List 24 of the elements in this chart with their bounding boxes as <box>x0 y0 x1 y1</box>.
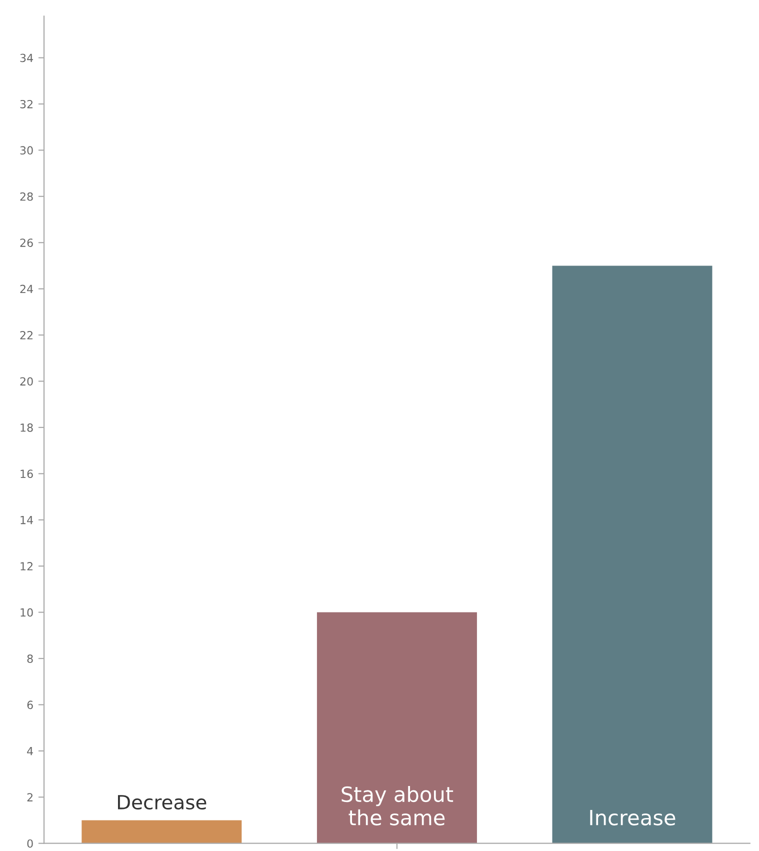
y-tick-label: 14 <box>20 516 33 524</box>
bar <box>552 266 712 844</box>
y-tick-label: 24 <box>20 284 33 294</box>
y-tick-label: 20 <box>20 377 33 386</box>
y-tick-label: 28 <box>20 192 33 201</box>
x-tick-label: Increase <box>590 810 676 826</box>
y-tick-label: 32 <box>20 100 32 108</box>
y-tick-label: 2 <box>27 793 32 802</box>
y-tick-label: 8 <box>27 654 33 663</box>
y-tick-label: 34 <box>20 54 33 62</box>
y-tick-label: 0 <box>27 839 33 848</box>
y-tick-label: 18 <box>20 423 33 432</box>
y-tick-label: 4 <box>27 747 33 756</box>
y-tick-label: 12 <box>20 562 32 570</box>
y-tick-label: 26 <box>20 238 33 247</box>
x-tick-label: Stay about the same <box>342 786 454 826</box>
bar <box>316 612 477 844</box>
y-tick-label: 22 <box>20 331 32 340</box>
y-tick-label: 6 <box>27 700 33 710</box>
bar <box>82 820 242 844</box>
x-tick-label: Decrease <box>118 795 206 810</box>
y-tick-label: 10 <box>20 608 33 617</box>
y-tick-label: 16 <box>20 470 33 478</box>
y-tick-label: 30 <box>20 146 33 155</box>
